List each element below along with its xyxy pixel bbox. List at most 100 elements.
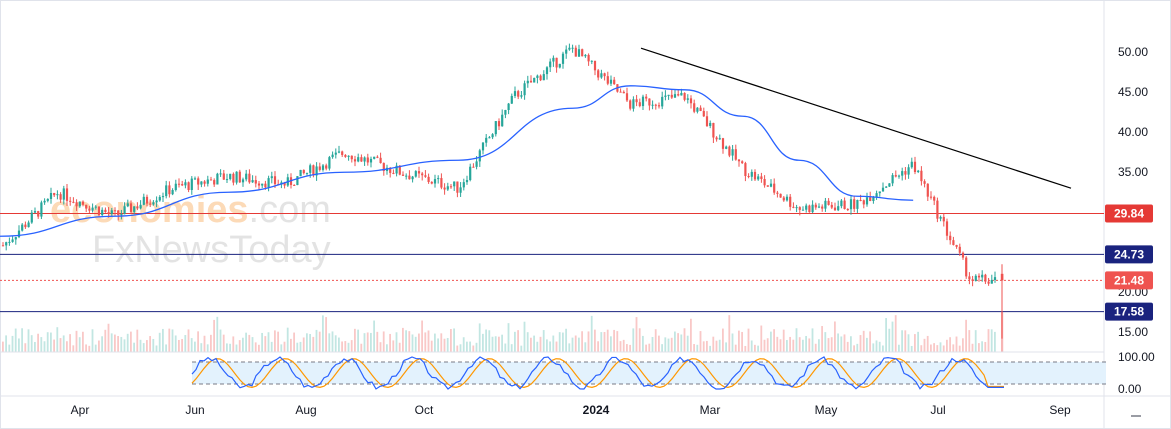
candle-body	[680, 92, 683, 96]
volume-bar	[389, 333, 391, 352]
volume-bar	[213, 319, 215, 352]
candle-body	[862, 200, 865, 205]
volume-bar	[514, 331, 516, 352]
volume-bar	[242, 337, 244, 352]
volume-bar	[472, 345, 475, 352]
stochastic-tick-0: 0.00	[1118, 382, 1142, 396]
volume-bar	[322, 315, 324, 352]
volume-bar	[581, 331, 583, 352]
volume-bar	[46, 332, 49, 352]
candle-body	[257, 183, 261, 186]
candle-body	[401, 174, 405, 176]
volume-bar	[107, 323, 110, 352]
candle-body	[296, 176, 299, 186]
candle-body	[539, 75, 542, 81]
trend-line[interactable]	[640, 47, 1072, 189]
volume-bar	[821, 326, 823, 352]
candle-body	[190, 178, 193, 190]
volume-bar	[238, 340, 241, 352]
volume-bar	[507, 323, 510, 352]
candle-body	[555, 57, 558, 68]
candle-body	[872, 197, 875, 201]
volume-bar	[974, 330, 977, 352]
candle-body	[405, 175, 408, 177]
volume-bar	[261, 332, 263, 352]
candle-body	[369, 158, 373, 163]
price-tick: 50.00	[1118, 45, 1148, 59]
volume-bar	[40, 337, 43, 352]
candle-body	[990, 279, 993, 284]
candle-body	[625, 93, 629, 101]
volume-bar	[117, 336, 119, 352]
volume-bar	[782, 329, 785, 352]
candle-body	[993, 277, 997, 280]
candle-body	[433, 179, 437, 184]
candle-body	[165, 185, 168, 197]
candle-body	[769, 183, 773, 187]
volume-bar	[795, 328, 798, 352]
volume-bar	[334, 335, 337, 352]
candle-body	[888, 183, 891, 187]
candle-body	[328, 157, 331, 169]
candle-body	[597, 70, 600, 78]
volume-bar	[302, 337, 305, 352]
level-tag	[1105, 302, 1153, 321]
candle-body	[721, 138, 725, 149]
candle-body	[523, 83, 526, 96]
candle-body	[529, 80, 533, 83]
candle-body	[491, 134, 494, 138]
candle-body	[805, 205, 808, 210]
volume-bar	[411, 334, 414, 352]
volume-bar	[386, 344, 388, 352]
candle-body	[849, 199, 853, 210]
stochastic-band	[192, 362, 1106, 384]
level-tag	[1105, 204, 1153, 223]
candle-body	[46, 198, 49, 201]
candle-body	[571, 47, 574, 49]
volume-bar	[712, 336, 715, 352]
volume-bar	[654, 329, 657, 352]
volume-bar	[702, 341, 705, 352]
candle-body	[859, 199, 862, 201]
volume-bar	[568, 343, 571, 352]
candle-body	[517, 91, 520, 97]
candle-body	[43, 200, 46, 203]
candle-body	[341, 151, 344, 155]
candle-body	[504, 110, 507, 115]
volume-bar	[770, 331, 772, 352]
volume-bar	[229, 343, 231, 352]
volume-bar	[901, 330, 903, 352]
volume-bar	[542, 330, 545, 352]
candle-body	[5, 242, 8, 246]
candle-body	[459, 187, 462, 193]
volume-bar	[731, 333, 734, 352]
candle-body	[171, 190, 174, 195]
candle-body	[593, 60, 597, 71]
volume-bar	[414, 336, 417, 352]
volume-bar	[69, 334, 71, 352]
candle-body	[225, 179, 229, 181]
candle-body	[913, 161, 917, 173]
volume-bar	[363, 333, 366, 352]
volume-bar	[546, 339, 548, 352]
volume-bar	[488, 330, 491, 352]
candle-body	[347, 155, 350, 157]
volume-bar	[779, 339, 782, 352]
candle-body	[901, 171, 904, 176]
volume-bar	[830, 337, 833, 352]
candle-body	[846, 209, 849, 211]
candle-body	[443, 187, 446, 190]
candle-body	[926, 183, 929, 197]
volume-bar	[552, 335, 555, 352]
volume-bar	[462, 337, 465, 352]
candle-body	[123, 206, 126, 215]
candle-body	[766, 185, 769, 187]
volume-bar	[222, 334, 225, 352]
candle-body	[801, 209, 805, 211]
volume-bar	[805, 335, 807, 352]
volume-bar	[648, 343, 651, 352]
volume-bar	[101, 336, 103, 352]
volume-bar	[309, 334, 311, 352]
volume-bar	[370, 332, 372, 352]
